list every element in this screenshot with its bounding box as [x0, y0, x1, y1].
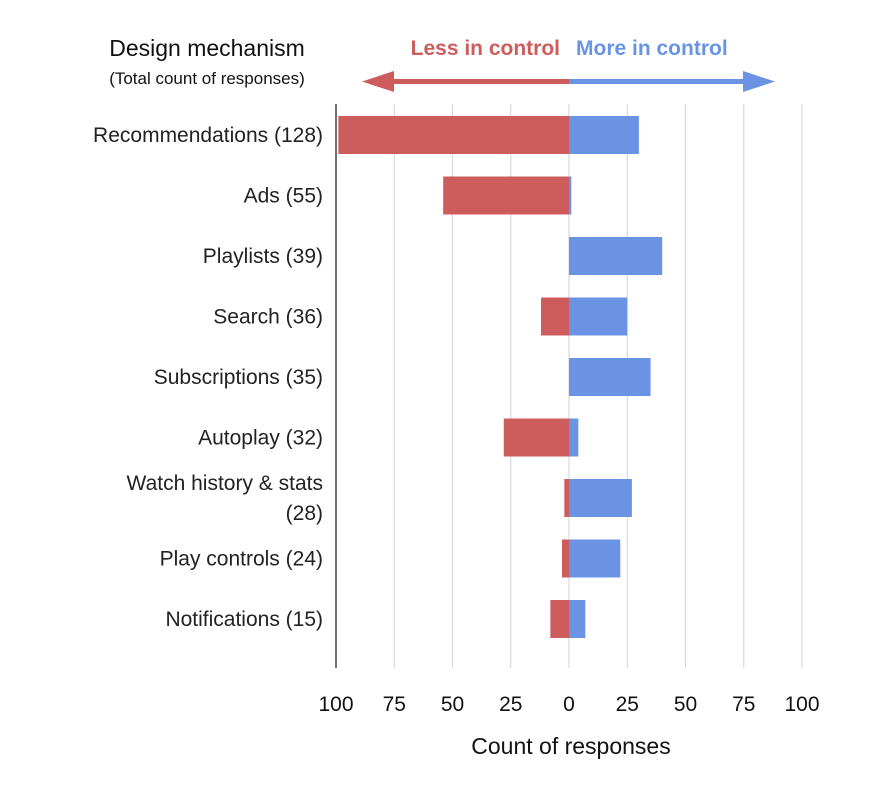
x-axis-title: Count of responses — [471, 733, 670, 759]
category-label: (28) — [286, 502, 323, 525]
category-label: Search (36) — [213, 306, 323, 329]
x-tick-label: 100 — [318, 693, 353, 716]
category-label: Playlists (39) — [203, 245, 323, 268]
bar-less-in-control — [562, 539, 569, 578]
bar-less-in-control — [564, 479, 569, 517]
bar-less-in-control — [443, 176, 569, 215]
bar-more-in-control — [569, 297, 628, 336]
category-labels: Recommendations (128) Ads (55) Playlists (… — [93, 124, 323, 631]
x-tick-label: 75 — [383, 693, 406, 716]
category-label: Notifications (15) — [165, 608, 323, 631]
bar-more-in-control — [569, 539, 621, 578]
bar-less-in-control — [541, 297, 569, 336]
x-tick-label: 25 — [499, 693, 522, 716]
bar-less-in-control — [503, 418, 569, 457]
less-in-control-arrow — [362, 71, 569, 92]
category-label: Subscriptions (35) — [154, 366, 323, 389]
legend-title: Design mechanism — [109, 35, 305, 61]
more-in-control-arrow — [569, 71, 775, 92]
category-label: Play controls (24) — [160, 548, 323, 571]
category-label: Autoplay (32) — [198, 427, 323, 450]
bars — [338, 116, 663, 638]
bar-more-in-control — [569, 418, 579, 457]
x-tick-label: 25 — [616, 693, 639, 716]
more-in-control-label: More in control — [576, 37, 728, 60]
category-label: Ads (55) — [244, 185, 323, 208]
x-tick-label: 100 — [784, 693, 819, 716]
bar-more-in-control — [569, 116, 639, 154]
bar-more-in-control — [569, 479, 632, 517]
bar-more-in-control — [569, 176, 572, 215]
bar-more-in-control — [569, 237, 663, 275]
bar-more-in-control — [569, 600, 586, 638]
x-tick-labels: 100 75 50 25 0 25 50 75 100 — [318, 693, 819, 716]
x-tick-label: 75 — [732, 693, 755, 716]
category-label: Recommendations (128) — [93, 124, 323, 147]
bar-less-in-control — [550, 600, 569, 638]
x-tick-label: 50 — [674, 693, 697, 716]
legend-subtitle: (Total count of responses) — [109, 69, 305, 88]
category-label: Watch history & stats — [127, 472, 323, 495]
x-tick-label: 0 — [563, 693, 575, 716]
bar-less-in-control — [338, 116, 569, 154]
less-in-control-label: Less in control — [411, 37, 560, 60]
x-tick-label: 50 — [441, 693, 464, 716]
bar-more-in-control — [569, 358, 651, 396]
